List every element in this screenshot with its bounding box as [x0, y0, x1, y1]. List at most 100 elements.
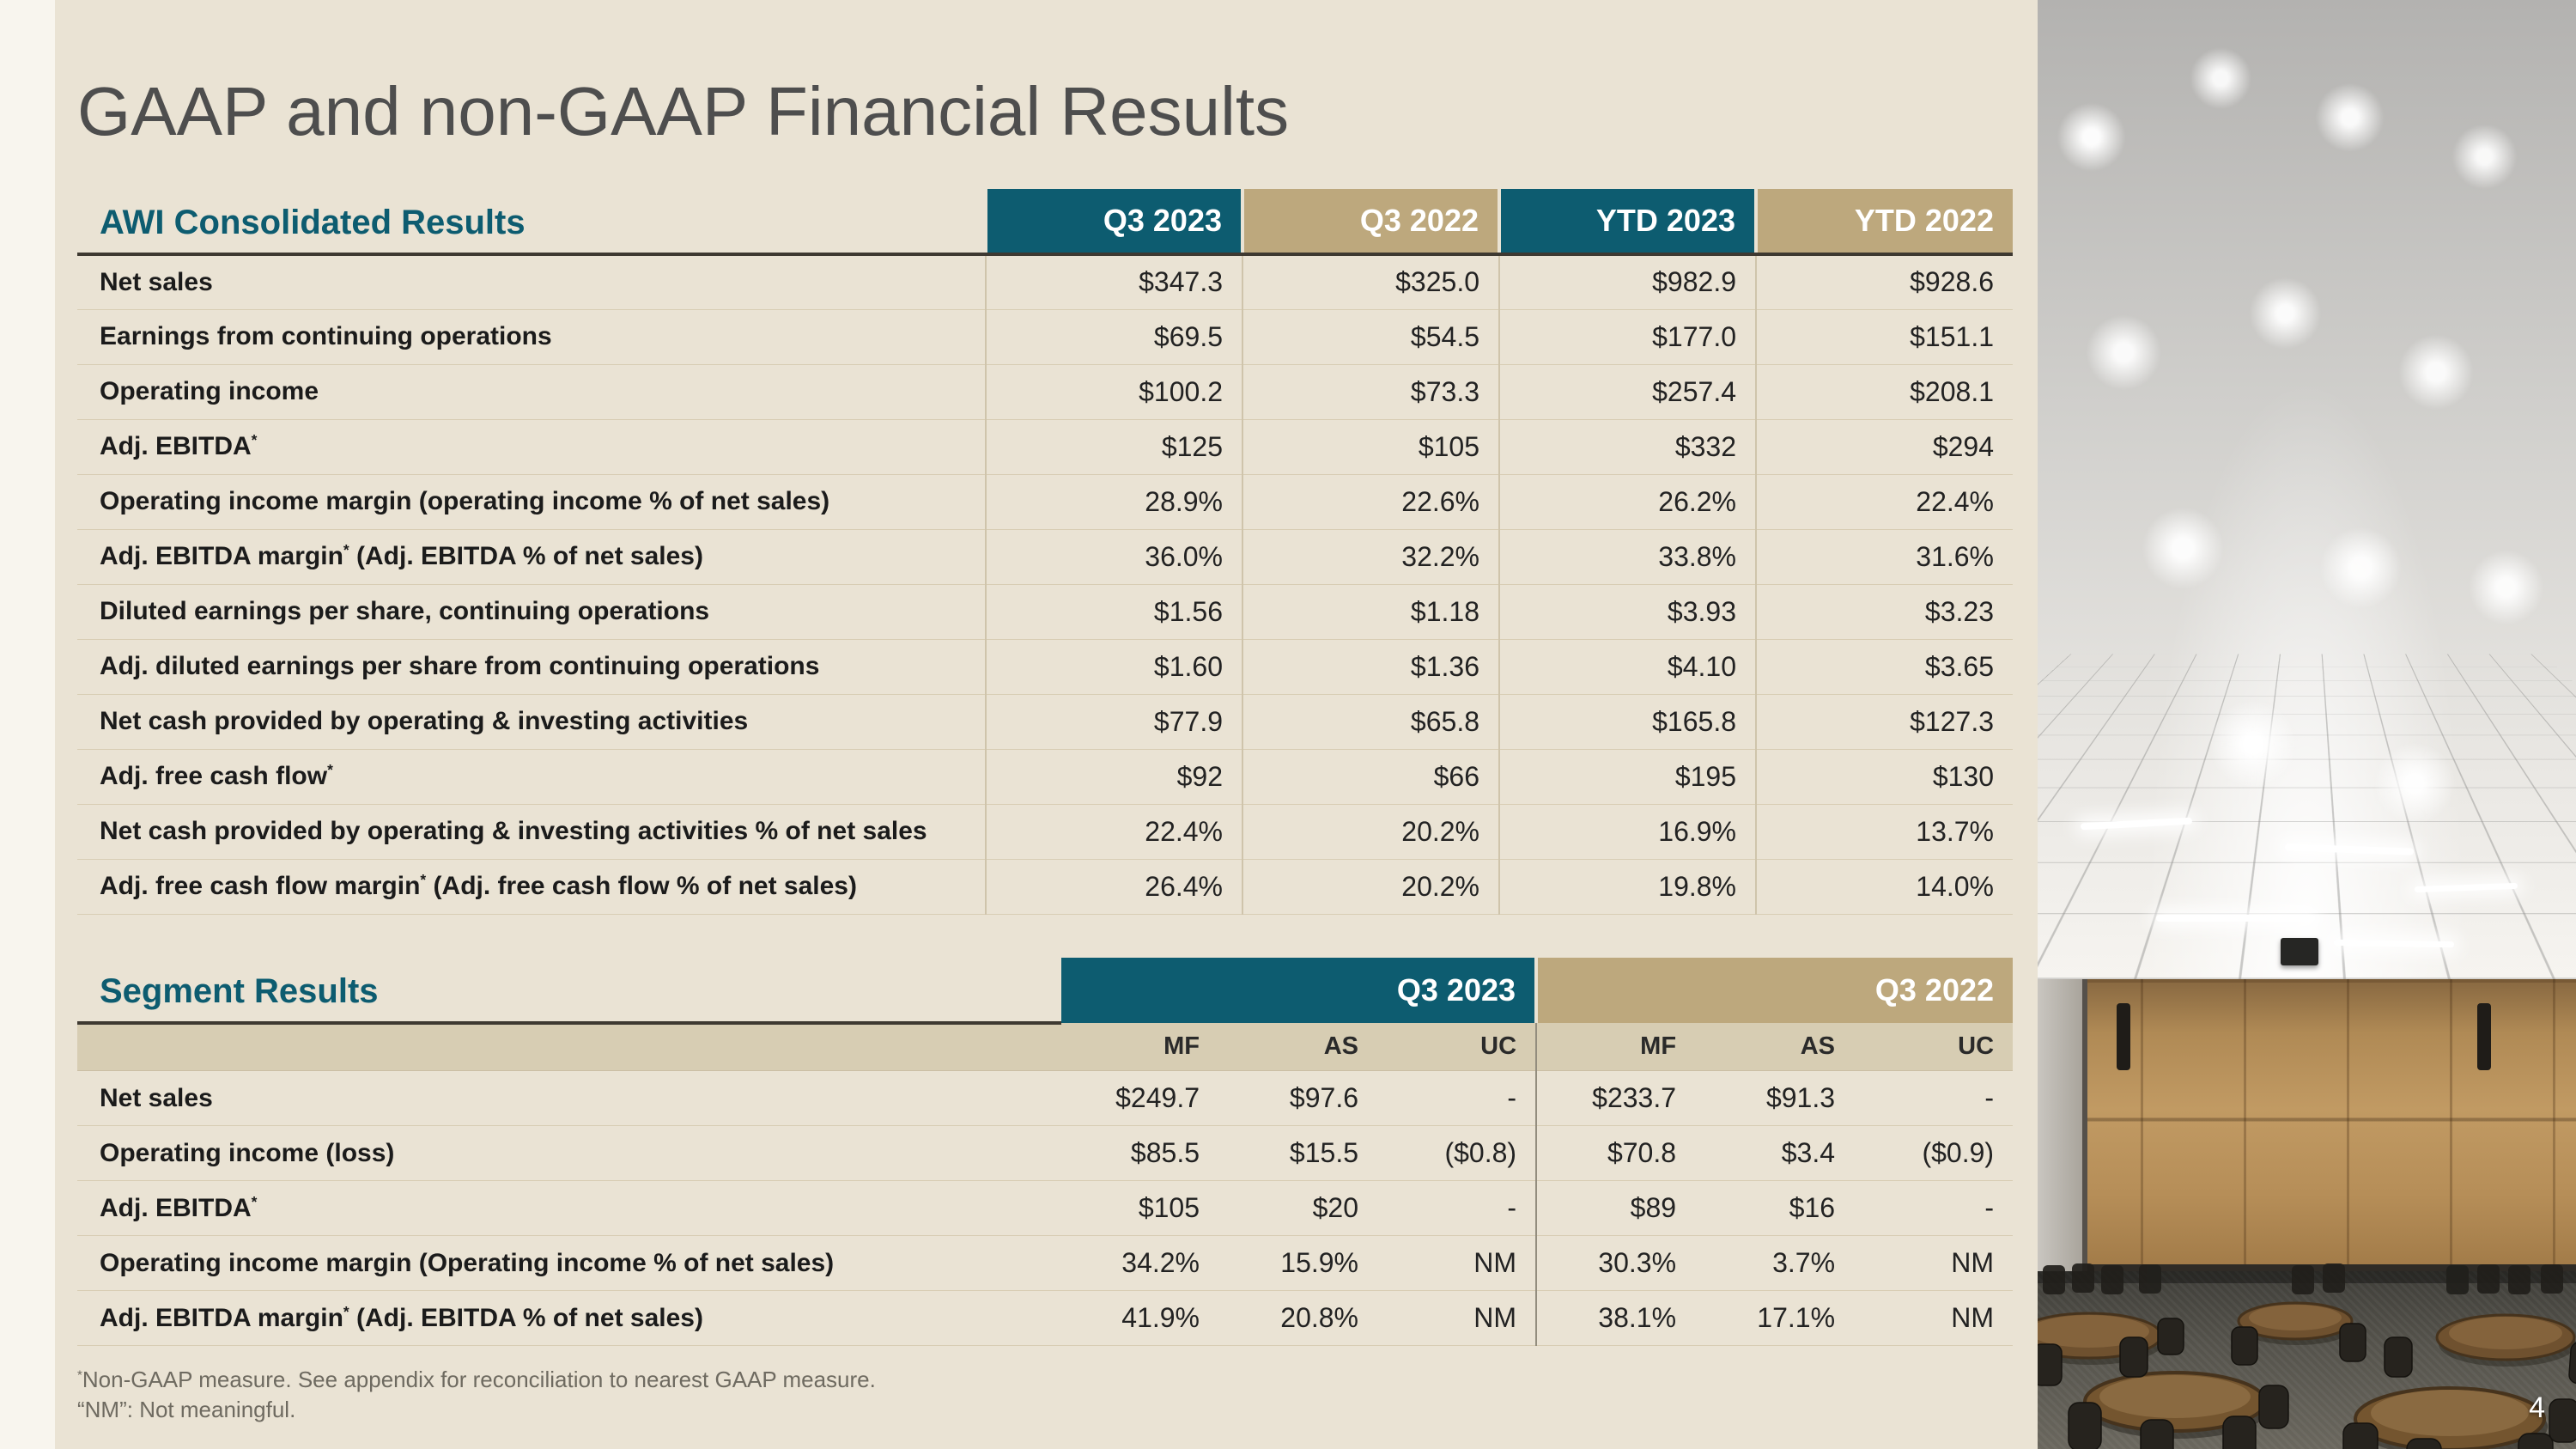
segment-results-table: Segment Results Q3 2023 Q3 2022 MF AS UC… — [77, 957, 2014, 1346]
row-label: Adj. EBITDA* — [77, 419, 986, 475]
table-row: Operating income $100.2 $73.3 $257.4 $20… — [77, 364, 2013, 420]
cell: $54.5 — [1242, 309, 1499, 365]
cell: $332 — [1498, 419, 1756, 475]
footnote-non-gaap: *Non-GAAP measure. See appendix for reco… — [77, 1365, 2038, 1395]
column-header-ytd-2022: YTD 2022 — [1754, 189, 2013, 256]
subcolumn-as-2022: AS — [1695, 1022, 1855, 1071]
cell: $130 — [1755, 749, 2013, 805]
column-header-ytd-2023: YTD 2023 — [1498, 189, 1756, 256]
cell: $16 — [1695, 1180, 1855, 1236]
table-row: Adj. EBITDA* $125 $105 $332 $294 — [77, 419, 2013, 475]
label-text: Earnings from continuing operations — [100, 322, 552, 350]
footnote-marker: * — [343, 541, 349, 558]
cell: $105 — [1060, 1180, 1218, 1236]
column-header-q3-2022: Q3 2022 — [1241, 189, 1499, 256]
row-label: Diluted earnings per share, continuing o… — [77, 584, 986, 640]
row-label: Operating income margin (Operating incom… — [77, 1235, 1060, 1291]
cell: $127.3 — [1755, 694, 2013, 750]
row-label: Adj. diluted earnings per share from con… — [77, 639, 986, 695]
subcolumn-mf-2022: MF — [1536, 1022, 1696, 1071]
cell: 20.2% — [1242, 804, 1499, 860]
cell: $177.0 — [1498, 309, 1756, 365]
row-label: Operating income (loss) — [77, 1125, 1060, 1181]
cell: $982.9 — [1498, 254, 1756, 310]
cell: NM — [1377, 1290, 1538, 1346]
cell: - — [1854, 1070, 2014, 1126]
cell: $928.6 — [1755, 254, 2013, 310]
row-label: Adj. EBITDA* — [77, 1180, 1060, 1236]
cell: 30.3% — [1536, 1235, 1696, 1291]
cell: 36.0% — [985, 529, 1242, 585]
label-text: Adj. EBITDA — [100, 1193, 252, 1222]
cell: 19.8% — [1498, 859, 1756, 915]
label-suffix: (Adj. free cash flow % of net sales) — [426, 872, 857, 900]
cell: $69.5 — [985, 309, 1242, 365]
segment-header-row: Segment Results Q3 2023 Q3 2022 — [77, 957, 2014, 1025]
row-label: Earnings from continuing operations — [77, 309, 986, 365]
row-label: Net sales — [77, 1070, 1060, 1126]
cell: $105 — [1242, 419, 1499, 475]
cell: ($0.8) — [1377, 1125, 1538, 1181]
cell: $100.2 — [985, 364, 1242, 420]
row-label: Adj. EBITDA margin* (Adj. EBITDA % of ne… — [77, 529, 986, 585]
cell: ($0.9) — [1854, 1125, 2014, 1181]
cell: $3.23 — [1755, 584, 2013, 640]
cell: $70.8 — [1536, 1125, 1696, 1181]
cell: 34.2% — [1060, 1235, 1218, 1291]
furniture-illustration — [2038, 1263, 2576, 1449]
cell: 15.9% — [1218, 1235, 1377, 1291]
cell: 13.7% — [1755, 804, 2013, 860]
cell: 31.6% — [1755, 529, 2013, 585]
cell: $20 — [1218, 1180, 1377, 1236]
ceiling-lights — [2038, 0, 2576, 979]
cell: $347.3 — [985, 254, 1242, 310]
row-label: Net sales — [77, 254, 986, 310]
table-row: Net sales $249.7 $97.6 - $233.7 $91.3 - — [77, 1070, 2014, 1126]
cell: $3.93 — [1498, 584, 1756, 640]
subheader-spacer — [77, 1022, 1060, 1071]
cell: $91.3 — [1695, 1070, 1855, 1126]
cell: $294 — [1755, 419, 2013, 475]
footnote-marker: * — [251, 431, 258, 448]
ceiling-projector — [2281, 938, 2318, 965]
cell: $89 — [1536, 1180, 1696, 1236]
cell: - — [1377, 1070, 1538, 1126]
slide-content: GAAP and non-GAAP Financial Results AWI … — [77, 73, 2038, 1425]
label-text: Net sales — [100, 267, 213, 296]
label-text: Adj. free cash flow — [100, 762, 328, 790]
label-text: Operating income margin (operating incom… — [100, 487, 830, 515]
light-fixture — [2155, 915, 2315, 922]
cell: $3.4 — [1695, 1125, 1855, 1181]
cell: $97.6 — [1218, 1070, 1377, 1126]
cell: 33.8% — [1498, 529, 1756, 585]
row-label: Net cash provided by operating & investi… — [77, 694, 986, 750]
column-header-q3-2023: Q3 2023 — [984, 189, 1242, 256]
label-text: Operating income margin (Operating incom… — [100, 1248, 835, 1277]
cell: $1.18 — [1242, 584, 1499, 640]
footnote-text: Non-GAAP measure. See appendix for recon… — [82, 1367, 876, 1392]
cell: $208.1 — [1755, 364, 2013, 420]
cell: $165.8 — [1498, 694, 1756, 750]
table-row: Net sales $347.3 $325.0 $982.9 $928.6 — [77, 254, 2013, 310]
cell: 22.4% — [1755, 474, 2013, 530]
footnote-nm: “NM”: Not meaningful. — [77, 1397, 296, 1423]
cell: $66 — [1242, 749, 1499, 805]
cell: - — [1854, 1180, 2014, 1236]
side-wall — [2038, 979, 2087, 1271]
cell: $325.0 — [1242, 254, 1499, 310]
label-text: Adj. diluted earnings per share from con… — [100, 652, 820, 680]
cell: $15.5 — [1218, 1125, 1377, 1181]
cell: $195 — [1498, 749, 1756, 805]
table-row: Operating income margin (operating incom… — [77, 474, 2013, 530]
cell: 22.4% — [985, 804, 1242, 860]
footnotes: *Non-GAAP measure. See appendix for reco… — [77, 1365, 2038, 1425]
group-header-q3-2023: Q3 2023 — [1057, 957, 1537, 1023]
row-label: Adj. free cash flow margin* (Adj. free c… — [77, 859, 986, 915]
row-label: Adj. EBITDA margin* (Adj. EBITDA % of ne… — [77, 1290, 1060, 1346]
cell: $3.65 — [1755, 639, 2013, 695]
cell: NM — [1854, 1235, 2014, 1291]
cell: $125 — [985, 419, 1242, 475]
cell: 28.9% — [985, 474, 1242, 530]
cell: NM — [1377, 1235, 1538, 1291]
